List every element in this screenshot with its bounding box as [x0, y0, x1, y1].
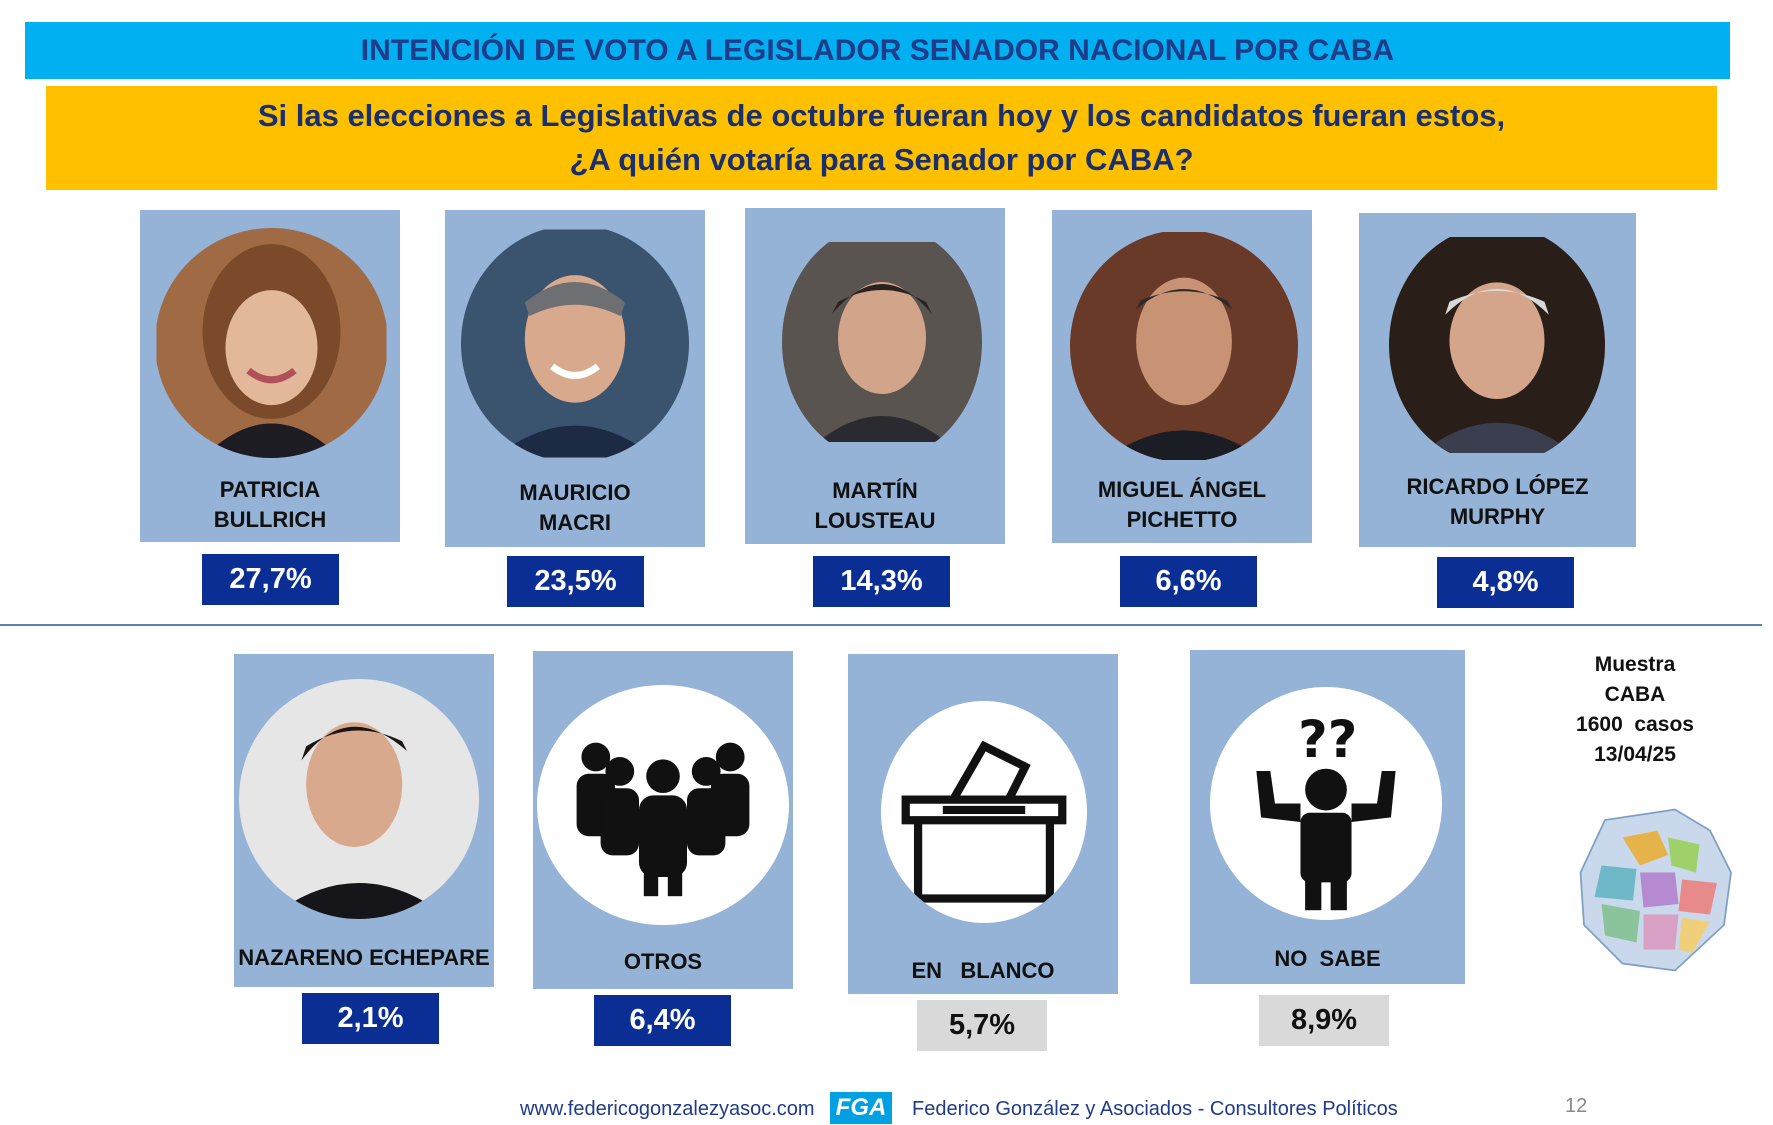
ballot-box-icon: [881, 701, 1087, 923]
no-sabe-card: ?? NO SABE: [1190, 650, 1465, 984]
candidate-name: MAURICIO MACRI: [519, 480, 631, 535]
no-sabe-label: NO SABE: [1274, 946, 1381, 971]
en-blanco-percentage: 5,7%: [917, 1000, 1047, 1051]
candidate-name: PATRICIA BULLRICH: [213, 477, 327, 532]
slide-title: INTENCIÓN DE VOTO A LEGISLADOR SENADOR N…: [25, 22, 1730, 79]
bullrich-percentage: 27,7%: [202, 554, 339, 605]
macri-percentage: 23,5%: [507, 556, 644, 607]
echepare-percentage: 2,1%: [302, 993, 439, 1044]
bullrich-photo: [155, 228, 388, 458]
candidate-name: NAZARENO ECHEPARE: [238, 945, 490, 970]
lousteau-percentage: 14,3%: [813, 556, 950, 607]
sample-info: Muestra CABA 1600 casos 13/04/25: [1576, 653, 1694, 766]
question-line-2: ¿A quién votaría para Senador por CABA?: [569, 142, 1194, 177]
candidate-card-lopez-murphy: RICARDO LÓPEZ MURPHY: [1359, 213, 1636, 547]
en-blanco-card: EN BLANCO: [848, 654, 1118, 994]
footer-url[interactable]: www.federicogonzalezyasoc.com: [520, 1098, 815, 1120]
question-box: Si las elecciones a Legislativas de octu…: [46, 86, 1717, 190]
candidate-card-pichetto: MIGUEL ÁNGEL PICHETTO: [1052, 210, 1312, 543]
echepare-photo: [239, 679, 479, 919]
candidate-card-echepare: NAZARENO ECHEPARE: [234, 654, 494, 987]
footer-company: Federico González y Asociados - Consulto…: [912, 1098, 1398, 1120]
confused-person-icon: ??: [1210, 687, 1442, 920]
candidate-card-macri: MAURICIO MACRI: [445, 210, 705, 547]
candidate-card-lousteau: MARTÍN LOUSTEAU: [745, 208, 1005, 544]
question-line-1: Si las elecciones a Legislativas de octu…: [257, 98, 1506, 133]
lopez-murphy-percentage: 4,8%: [1437, 557, 1574, 608]
candidate-name: MARTÍN LOUSTEAU: [814, 478, 936, 533]
lousteau-photo: [782, 224, 982, 460]
pichetto-percentage: 6,6%: [1120, 556, 1257, 607]
en-blanco-label: EN BLANCO: [911, 958, 1055, 983]
caba-map-icon: [1570, 800, 1745, 980]
fga-logo: FGA: [830, 1092, 892, 1124]
section-divider: [0, 624, 1762, 626]
pichetto-photo: [1070, 230, 1298, 462]
otros-card: OTROS: [533, 651, 793, 989]
otros-percentage: 6,4%: [594, 995, 731, 1046]
group-icon: [537, 685, 789, 925]
page-number: 12: [1565, 1095, 1588, 1117]
no-sabe-percentage: 8,9%: [1259, 995, 1389, 1046]
lopez-murphy-photo: [1389, 225, 1605, 465]
svg-text:??: ??: [1298, 711, 1357, 770]
candidate-name: MIGUEL ÁNGEL PICHETTO: [1097, 477, 1267, 532]
candidate-card-bullrich: PATRICIA BULLRICH: [140, 210, 400, 542]
candidate-name: RICARDO LÓPEZ MURPHY: [1406, 474, 1589, 529]
otros-label: OTROS: [623, 949, 703, 974]
macri-photo: [461, 225, 689, 462]
